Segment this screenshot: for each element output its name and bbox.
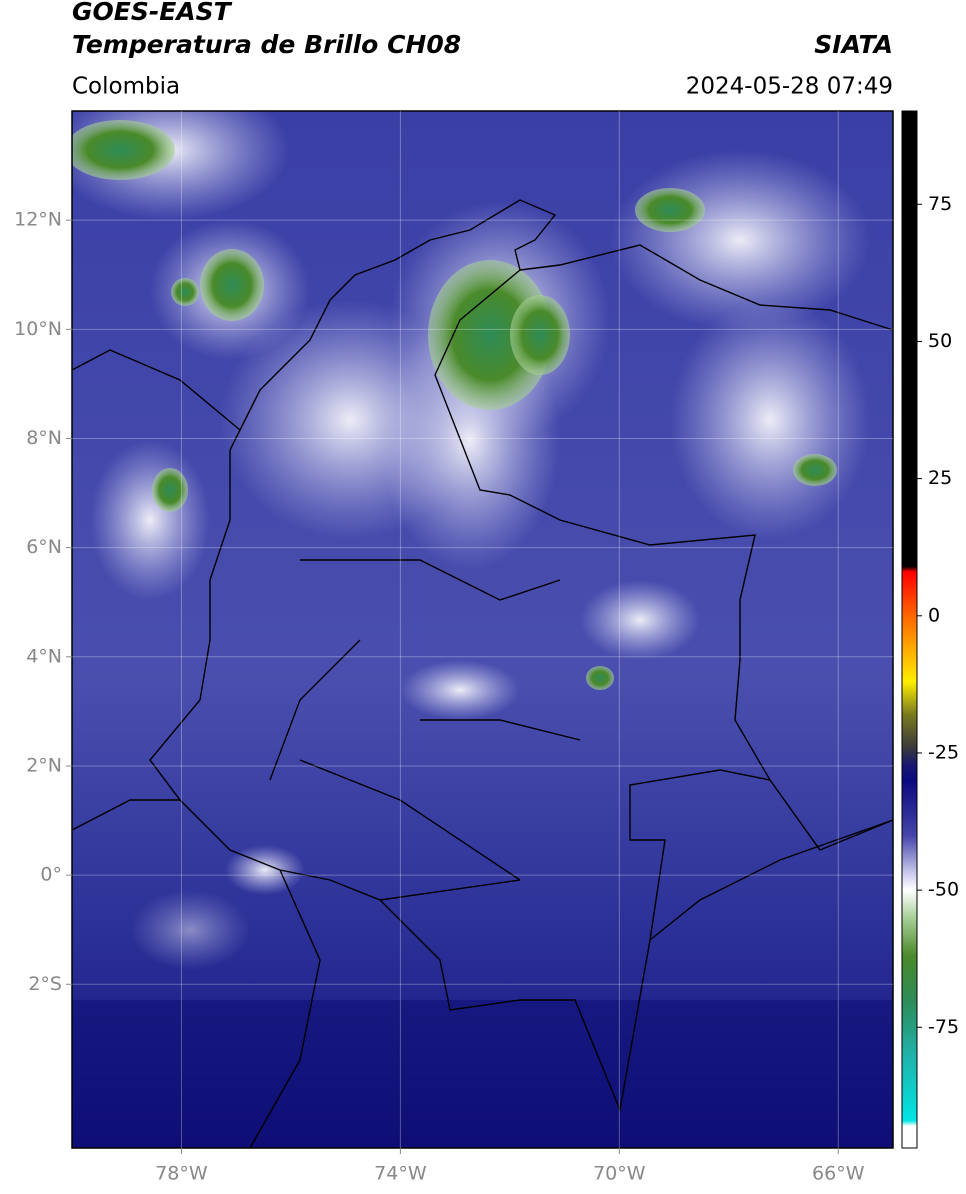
y-tick-label: 0°: [40, 864, 62, 886]
y-tick-label: 12°N: [14, 209, 62, 231]
satellite-image: [72, 111, 893, 1148]
x-tick-label: 70°W: [593, 1163, 646, 1185]
colorbar-label: 50: [928, 330, 952, 352]
date: 2024-05-28 07:49: [686, 74, 893, 100]
subtitle: Temperatura de Brillo CH08: [72, 30, 461, 59]
y-tick-label: 10°N: [14, 318, 62, 340]
colorbar-label: -50: [928, 879, 959, 901]
x-tick-label: 66°W: [812, 1163, 865, 1185]
y-tick-label: 6°N: [26, 536, 62, 558]
region: Colombia: [72, 74, 180, 100]
x-tick-label: 78°W: [155, 1163, 208, 1185]
y-tick-label: 8°N: [26, 427, 62, 449]
colorbar-label: 25: [928, 467, 952, 489]
map-frame: [71, 110, 894, 1149]
y-tick-label: 2°N: [26, 754, 62, 776]
colorbar: [901, 110, 918, 1149]
colorbar-label: -25: [928, 741, 959, 763]
y-tick-label: 2°S: [28, 973, 62, 995]
y-tick-label: 4°N: [26, 645, 62, 667]
colorbar-label: -75: [928, 1016, 959, 1038]
colorbar-label: 75: [928, 193, 952, 215]
colorbar-label: 0: [928, 604, 940, 626]
title: GOES-EAST: [72, 0, 233, 26]
x-tick-label: 74°W: [374, 1163, 427, 1185]
source: SIATA: [814, 30, 893, 59]
